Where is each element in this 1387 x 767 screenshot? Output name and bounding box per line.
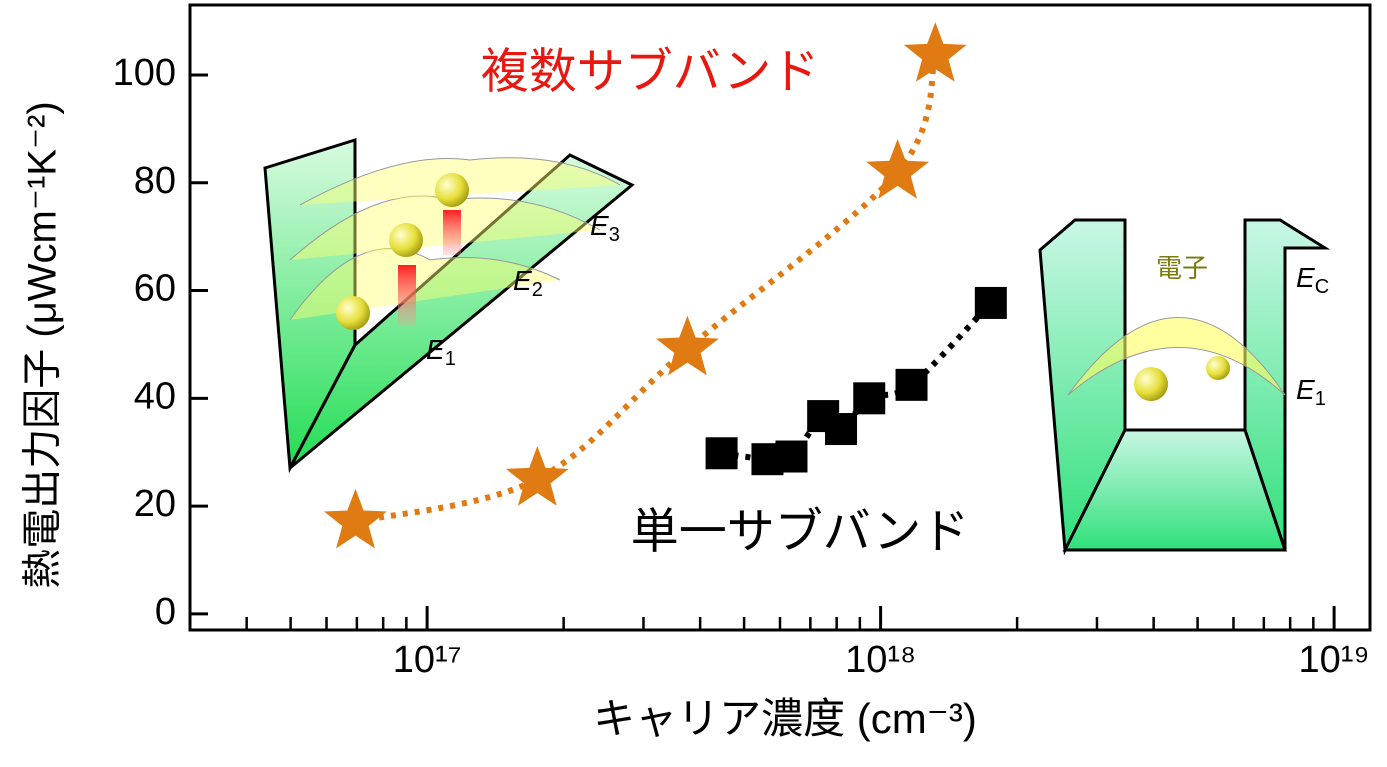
y-tick-label: 0: [155, 591, 176, 633]
band-letter: E: [513, 265, 532, 296]
star-marker: [324, 488, 387, 549]
series-label: 複数サブバンド: [481, 46, 819, 99]
star-marker: [866, 139, 929, 199]
band-subscript: 3: [609, 224, 620, 246]
star-marker: [656, 315, 719, 376]
multi-band-illustration: [263, 137, 635, 474]
y-tick-label: 100: [113, 52, 176, 94]
single-band-illustration: 電子: [1038, 218, 1331, 556]
square-marker: [895, 368, 928, 401]
band-label: EC: [1296, 262, 1329, 298]
star-marker: [903, 22, 967, 82]
band-label: E1: [426, 334, 456, 370]
band-subscript: 1: [445, 348, 456, 370]
square-marker: [853, 382, 886, 415]
x-tick-label: 10¹⁷: [393, 639, 462, 681]
y-tick-label: 60: [134, 268, 176, 310]
band-letter: E: [1296, 262, 1315, 293]
band-label: E1: [1296, 374, 1326, 410]
band-subscript: 1: [1315, 388, 1326, 410]
band-letter: E: [426, 334, 445, 365]
square-marker: [825, 413, 858, 446]
band-letter: E: [1296, 374, 1315, 405]
y-axis-label: 熱電出力因子 (μWcm⁻¹K⁻²): [21, 101, 65, 588]
y-tick-label: 80: [134, 160, 176, 202]
square-marker: [775, 440, 808, 473]
band-label: E2: [513, 265, 543, 301]
band-subscript: C: [1315, 276, 1329, 298]
square-marker: [974, 286, 1007, 319]
square-marker: [705, 437, 738, 470]
x-tick-label: 10¹⁸: [845, 639, 916, 681]
band-letter: E: [590, 210, 609, 241]
series-label: 単一サブバンド: [631, 506, 969, 559]
x-tick-label: 10¹⁹: [1298, 639, 1369, 681]
electron-label: 電子: [1156, 253, 1208, 283]
x-axis-label: キャリア濃度 (cm⁻³): [593, 695, 977, 742]
band-label: E3: [590, 210, 620, 246]
y-tick-label: 40: [134, 375, 176, 417]
star-marker: [505, 446, 569, 506]
y-tick-label: 20: [134, 483, 176, 525]
band-subscript: 2: [532, 279, 543, 301]
